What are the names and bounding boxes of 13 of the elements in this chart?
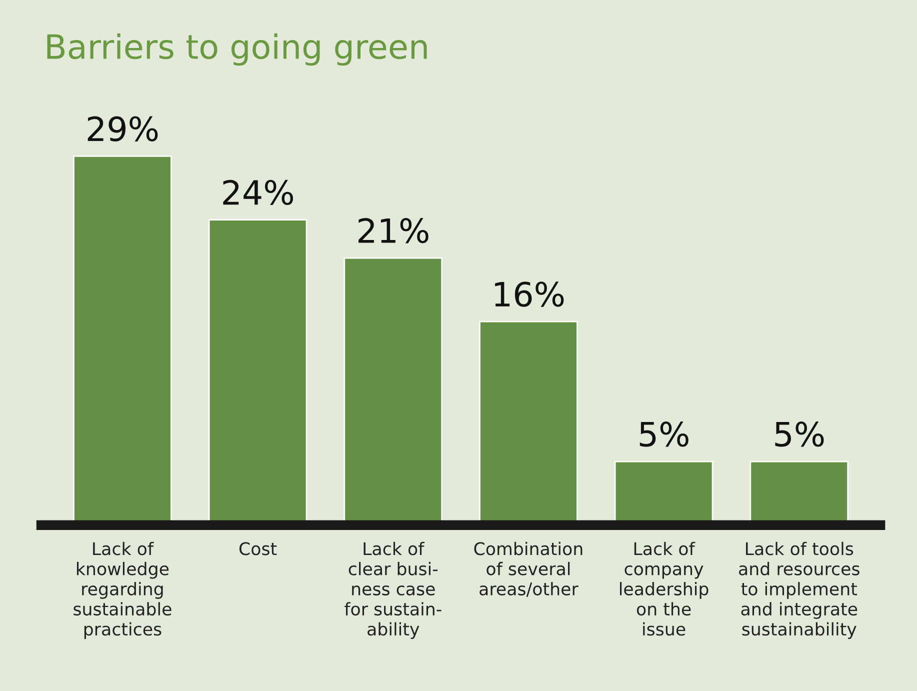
- data-label: 24%: [223, 180, 293, 206]
- x-tick-label: Lack of tools and resources to implement and integrate sustainability: [739, 542, 860, 640]
- x-tick-label: Lack of company leadership on the issue: [620, 542, 708, 636]
- x-tick-label: Lack of knowledge regarding sustainable practices: [74, 542, 172, 640]
- x-tick-label: Lack of clear busi- ness case for sustain- ability: [344, 542, 442, 640]
- data-label: 21%: [358, 218, 428, 244]
- data-label: 5%: [775, 422, 824, 447]
- data-label: 29%: [88, 116, 158, 142]
- x-tick-label: Cost: [239, 542, 277, 556]
- data-label: 5%: [640, 422, 688, 447]
- chart-title: Barriers to going green: [47, 33, 427, 66]
- x-tick-label: Combination of several areas/other: [474, 542, 582, 597]
- data-label: 16%: [495, 282, 564, 307]
